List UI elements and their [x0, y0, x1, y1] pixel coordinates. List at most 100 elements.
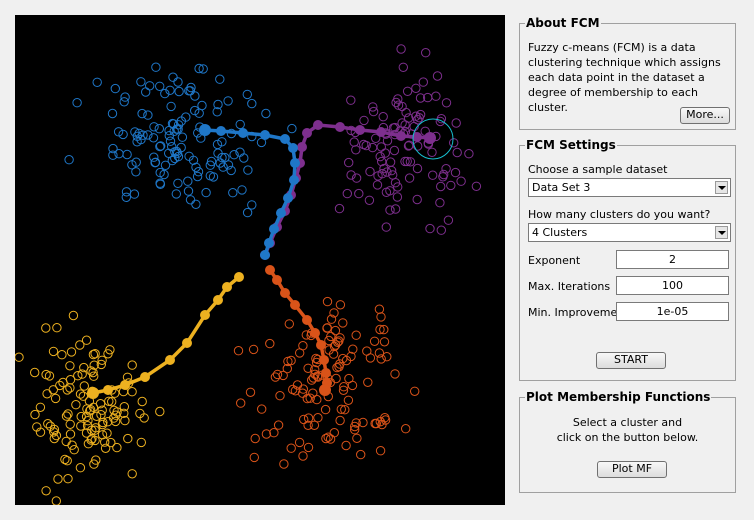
cluster-yellow-point [65, 429, 76, 439]
centroid-orange-step [280, 288, 290, 298]
about-fcm-panel: About FCM Fuzzy c-means (FCM) is a data … [519, 16, 736, 130]
cluster-purple-point [385, 205, 395, 215]
cluster-purple-point [464, 149, 474, 159]
centroid-blue-step [238, 128, 248, 138]
centroid-yellow-step [87, 387, 99, 399]
cluster-yellow-point [87, 434, 97, 444]
centroid-blue-step [290, 158, 300, 168]
centroid-yellow-step [213, 295, 223, 305]
cluster-blue-point [242, 207, 253, 218]
centroid-orange-step [316, 340, 326, 350]
cluster-blue-point [215, 74, 225, 84]
cluster-blue-point [188, 155, 199, 166]
plot-mf-instruction-2: click on the button below. [556, 431, 699, 444]
cluster-yellow-point [127, 360, 137, 370]
cluster-plot[interactable] [14, 15, 505, 506]
plot-mf-button[interactable]: Plot MF [597, 461, 667, 478]
cluster-purple-point [346, 170, 356, 180]
chevron-down-icon[interactable] [715, 226, 728, 239]
cluster-yellow-point [32, 422, 42, 432]
cluster-yellow-point [63, 409, 73, 419]
cluster-orange-point [236, 398, 246, 408]
cluster-orange-point [248, 344, 259, 355]
cluster-blue-point [218, 162, 228, 172]
cluster-blue-point [206, 156, 217, 167]
centroid-yellow-step [120, 380, 130, 390]
cluster-blue-point [121, 187, 132, 197]
cluster-blue-point [173, 151, 184, 162]
cluster-yellow-point [97, 419, 108, 430]
centroid-purple-step [424, 132, 436, 144]
cluster-yellow-point [85, 406, 95, 416]
cluster-purple-point [418, 77, 428, 87]
cluster-purple-point [412, 163, 423, 174]
cluster-blue-point [108, 143, 118, 154]
cluster-orange-point [352, 433, 362, 443]
cluster-purple-point [471, 181, 482, 192]
cluster-yellow-point [103, 349, 113, 359]
dataset-select[interactable]: Data Set 3 [528, 178, 731, 197]
cluster-blue-point [121, 192, 132, 203]
cluster-blue-point [181, 112, 191, 122]
dataset-label: Choose a sample dataset [528, 163, 668, 176]
cluster-orange-point [279, 459, 289, 469]
cluster-blue-point [167, 142, 177, 152]
cluster-orange-point [292, 380, 303, 390]
cluster-orange-point [333, 337, 343, 347]
cluster-orange-point [330, 325, 341, 336]
cluster-yellow-point [96, 410, 106, 420]
cluster-yellow-point [61, 411, 72, 421]
cluster-purple-point [349, 137, 359, 147]
clusters-select[interactable]: 4 Clusters [528, 223, 731, 242]
cluster-yellow-point [119, 402, 130, 412]
cluster-purple-point [452, 147, 462, 158]
min-improvement-field[interactable]: 1e-05 [616, 302, 729, 321]
cluster-yellow-point [50, 393, 61, 404]
plot-mf-instruction-1: Select a cluster and [572, 416, 683, 429]
cluster-blue-point [149, 152, 159, 162]
centroid-purple-step [396, 131, 406, 141]
cluster-purple-point [351, 145, 361, 155]
cluster-blue-point [165, 136, 176, 146]
chevron-down-icon[interactable] [715, 181, 728, 194]
centroid-purple-step [355, 125, 365, 135]
cluster-yellow-point [90, 349, 100, 359]
centroid-yellow-step [182, 338, 192, 348]
exponent-field[interactable]: 2 [616, 250, 729, 269]
clusters-label: How many clusters do you want? [528, 208, 711, 221]
cluster-purple-point [368, 102, 378, 112]
cluster-purple-point [396, 44, 406, 54]
max-iterations-field[interactable]: 100 [616, 276, 729, 295]
cluster-yellow-point [75, 463, 86, 473]
cluster-blue-point [208, 172, 219, 182]
start-button[interactable]: START [596, 352, 666, 369]
cluster-orange-point [324, 335, 334, 346]
cluster-orange-point [341, 440, 351, 451]
cluster-blue-point [185, 195, 196, 205]
cluster-blue-point [122, 149, 132, 160]
cluster-yellow-point [73, 371, 83, 381]
more-button[interactable]: More... [680, 107, 730, 124]
centroid-purple-step [376, 127, 386, 137]
cluster-yellow-point [127, 469, 137, 479]
cluster-purple-point [446, 180, 456, 191]
clusters-select-value: 4 Clusters [532, 226, 588, 239]
cluster-orange-point [298, 384, 308, 394]
cluster-orange-point [326, 314, 337, 324]
cluster-blue-point [172, 148, 183, 159]
cluster-yellow-point [44, 371, 55, 381]
cluster-orange-point [331, 373, 341, 384]
cluster-orange-point [303, 363, 313, 373]
cluster-purple-point [364, 195, 375, 206]
cluster-orange-point [340, 405, 350, 415]
cluster-purple-point [373, 171, 383, 181]
cluster-blue-point [173, 178, 183, 189]
cluster-orange-point [288, 384, 298, 395]
cluster-orange-point [278, 370, 288, 381]
cluster-blue-point [194, 108, 204, 118]
cluster-purple-point [412, 194, 422, 205]
cluster-yellow-point [45, 421, 56, 431]
cluster-purple-point [401, 107, 411, 118]
cluster-blue-point [72, 98, 82, 108]
cluster-yellow-point [62, 456, 72, 466]
